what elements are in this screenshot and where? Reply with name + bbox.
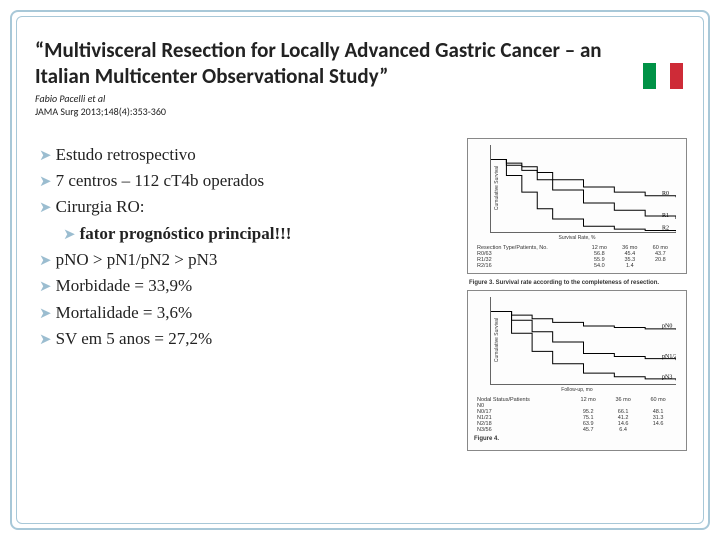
citation-ref: JAMA Surg 2013;148(4):353-360 (35, 105, 166, 118)
svg-text:R2: R2 (662, 225, 669, 231)
flag-stripe-green (643, 63, 656, 89)
svg-text:pN0: pN0 (662, 323, 672, 329)
figure-2: Cumulative Survival pN0pN1/2pN3 Follow-u… (467, 290, 687, 451)
flag-stripe-white (656, 63, 669, 89)
fig2-table: Nodal Status/Patients12 mo36 mo60 moN0N0… (474, 397, 676, 433)
italian-flag-icon (643, 63, 683, 89)
fig1-table: Resection Type/Patients, No.12 mo36 mo60… (474, 245, 676, 269)
flag-stripe-red (670, 63, 683, 89)
fig2-caption-bottom: Figure 4. (474, 436, 682, 442)
body: ➤Estudo retrospectivo➤7 centros – 112 cT… (35, 142, 685, 353)
svg-text:R1: R1 (662, 212, 669, 218)
svg-text:R0: R0 (662, 191, 669, 197)
svg-text:pN1/2: pN1/2 (662, 354, 676, 360)
km-chart-2: Cumulative Survival pN0pN1/2pN3 (490, 297, 676, 385)
slide-content: “Multivisceral Resection for Locally Adv… (16, 16, 704, 524)
svg-text:pN3: pN3 (662, 374, 672, 380)
km-chart-1: Cumulative Survival R1R0R2 (490, 145, 676, 233)
fig1-xlabel: Survival Rate, % (472, 235, 682, 241)
km-svg-2: pN0 pN1/2 pN3 (491, 297, 676, 384)
citation-authors: Fabio Pacelli et al (35, 92, 105, 105)
slide-title: “Multivisceral Resection for Locally Adv… (35, 37, 685, 90)
figures-column: Cumulative Survival R1R0R2 Survival Rate… (467, 138, 687, 457)
citation: Fabio Pacelli et al JAMA Surg 2013;148(4… (35, 92, 685, 118)
fig2-xlabel: Follow-up, mo (472, 387, 682, 393)
figure-1: Cumulative Survival R1R0R2 Survival Rate… (467, 138, 687, 274)
km-svg-1: R1 R0 R2 (491, 145, 676, 232)
fig2-caption: Figure 3. Survival rate according to the… (469, 280, 687, 286)
